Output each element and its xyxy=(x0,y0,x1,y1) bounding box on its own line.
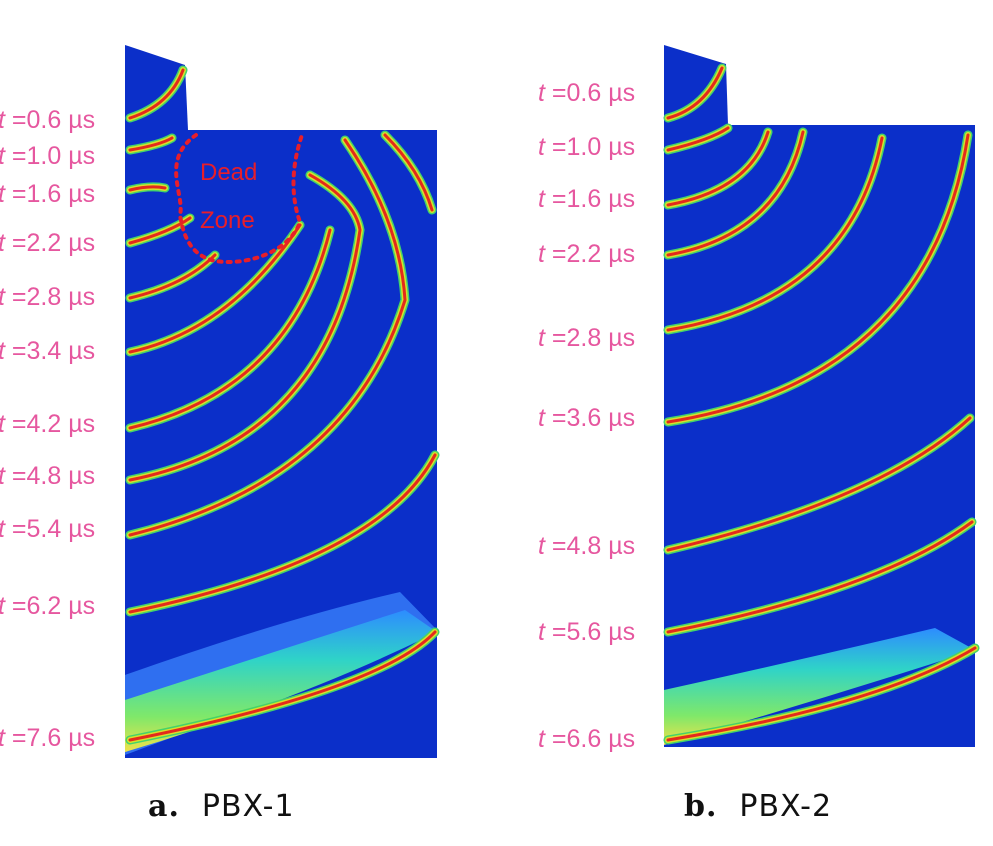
wavefront-arc xyxy=(128,136,174,152)
panel-b-time-label: t =5.6 µs xyxy=(538,618,636,646)
panel-b-time-label: t =2.8 µs xyxy=(538,324,636,352)
wavefront-arc xyxy=(666,66,724,120)
panel-a-time-label: t =1.0 µs xyxy=(0,142,96,170)
panel-a-time-label: t =0.6 µs xyxy=(0,106,96,134)
wavefront-arc xyxy=(383,133,434,212)
wavefront-arc xyxy=(128,228,332,430)
dead-zone-label-line2: Zone xyxy=(200,207,255,234)
wavefront-arc xyxy=(128,630,437,742)
dead-zone-label-line1: Dead xyxy=(200,159,257,186)
wavefront-arc xyxy=(666,130,805,257)
panel-a-wavefronts xyxy=(125,65,440,745)
panel-a-time-label: t =6.2 µs xyxy=(0,592,96,620)
wavefront-arc xyxy=(128,223,302,354)
panel-a-simulation: Dead Zone xyxy=(125,45,440,758)
wavefront-arc xyxy=(666,646,977,742)
wavefront-arc xyxy=(666,416,972,552)
wavefront-arc xyxy=(128,173,362,482)
wavefront-arc xyxy=(128,216,192,245)
dead-zone-outline xyxy=(174,133,304,265)
panel-b-time-label: t =1.6 µs xyxy=(538,185,636,213)
wavefront-arc xyxy=(128,185,167,192)
panel-b-time-label: t =0.6 µs xyxy=(538,79,636,107)
panel-a-time-label: t =4.8 µs xyxy=(0,462,96,490)
panel-b-time-label: t =3.6 µs xyxy=(538,404,636,432)
wavefront-arc xyxy=(666,136,884,332)
wavefront-arc xyxy=(666,130,770,207)
panel-b-time-label: t =2.2 µs xyxy=(538,240,636,268)
panel-b-time-label: t =4.8 µs xyxy=(538,532,636,560)
panel-a-time-label: t =7.6 µs xyxy=(0,724,96,752)
panel-a-time-label: t =1.6 µs xyxy=(0,180,96,208)
panel-a-time-label: t =4.2 µs xyxy=(0,410,96,438)
panel-b-letter: b. xyxy=(684,789,718,824)
panel-b-simulation xyxy=(663,45,980,747)
panel-b-time-label: t =6.6 µs xyxy=(538,725,636,753)
wavefront-arc xyxy=(128,68,185,120)
panel-b-time-label: t =1.0 µs xyxy=(538,133,636,161)
wavefront-arc xyxy=(666,126,730,152)
panel-a-caption: a. PBX-1 xyxy=(148,789,295,824)
wavefront-arc xyxy=(128,453,437,614)
wavefront-arc xyxy=(666,133,970,424)
panel-a-letter: a. xyxy=(148,789,180,824)
wavefront-arc xyxy=(666,520,974,634)
panel-b-caption: b. PBX-2 xyxy=(684,789,832,824)
panel-a-time-label: t =2.2 µs xyxy=(0,229,96,257)
panel-a-name: PBX-1 xyxy=(201,789,295,824)
wavefront-arc xyxy=(128,138,407,537)
panel-b-wavefronts xyxy=(663,63,980,745)
panel-b-name: PBX-2 xyxy=(739,789,833,824)
panel-a-time-label: t =3.4 µs xyxy=(0,337,96,365)
panel-a-time-label: t =2.8 µs xyxy=(0,283,96,311)
panel-a-time-label: t =5.4 µs xyxy=(0,515,96,543)
